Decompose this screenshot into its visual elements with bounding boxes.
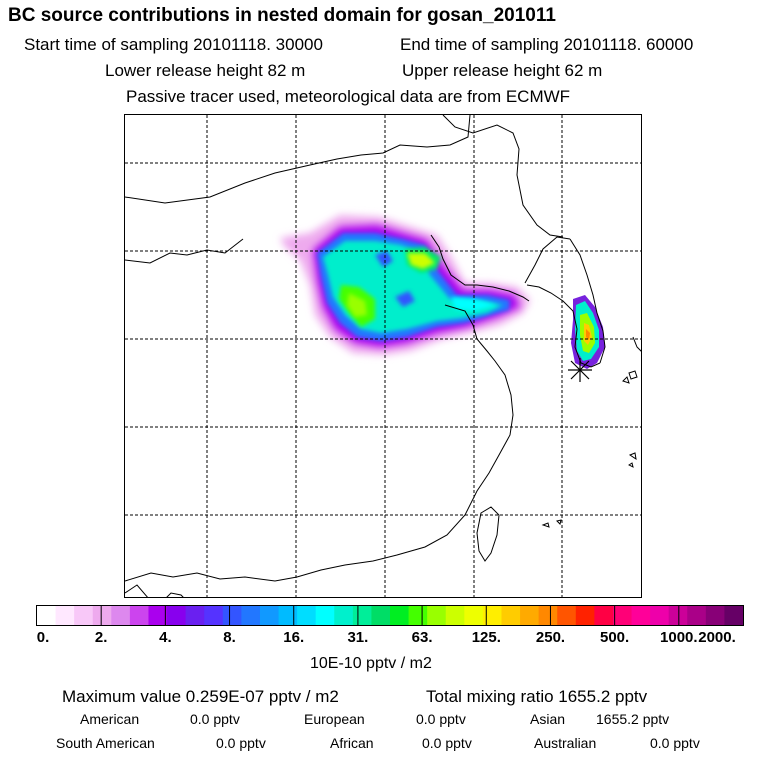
japan-kyushu <box>632 336 641 352</box>
total-mixing-label: Total mixing ratio 1655.2 pptv <box>426 687 648 706</box>
colorbar-swatch <box>631 606 651 625</box>
colorbar-swatch <box>352 606 372 625</box>
colorbar-swatch <box>445 606 465 625</box>
colorbar-swatch <box>55 606 75 625</box>
china-east-coast <box>125 304 514 582</box>
ryukyu-a <box>541 522 550 528</box>
african-label: African <box>330 735 374 751</box>
colorbar-swatch <box>259 606 280 625</box>
hainan <box>166 592 184 597</box>
colorbar-swatch <box>464 606 484 625</box>
colorbar-swatch <box>92 606 112 625</box>
max-value-label: Maximum value 0.259E-07 pptv / m2 <box>62 687 339 706</box>
korea-west-coast <box>526 284 601 368</box>
colorbar-tick-label: 125. <box>471 629 501 646</box>
colorbar-swatch <box>612 606 633 625</box>
upper-release-label: Upper release height 62 m <box>402 61 603 80</box>
concentration-plume-china <box>280 215 530 355</box>
asian-value: 1655.2 pptv <box>596 711 670 727</box>
manchuria-border <box>442 115 564 238</box>
colorbar-tick-label: 1000. <box>660 629 698 646</box>
colorbar-tick-label: 63. <box>411 629 433 646</box>
colorbar-swatch <box>185 606 205 625</box>
european-value: 0.0 pptv <box>416 711 466 727</box>
colorbar-swatch <box>111 606 131 625</box>
colorbar-tick-label: 500. <box>599 629 630 646</box>
colorbar-swatch <box>575 606 595 625</box>
taiwan <box>476 506 500 562</box>
japan-island-a <box>628 370 638 380</box>
start-time-label: Start time of sampling 20101118. 30000 <box>24 35 323 54</box>
colorbar-swatch <box>538 606 558 625</box>
colorbar-tick-label: 4. <box>159 629 172 646</box>
plot-title: BC source contributions in nested domain… <box>8 5 556 26</box>
american-value: 0.0 pptv <box>190 711 240 727</box>
south-border <box>125 584 148 597</box>
colorbar-swatch <box>297 606 317 625</box>
colorbar-swatch <box>241 606 261 625</box>
colorbar-tick-label: 0. <box>36 629 50 646</box>
colorbar-swatch <box>390 606 410 625</box>
colorbar-swatch <box>501 606 521 625</box>
colorbar-tick-label: 250. <box>535 629 566 646</box>
receptor-marker-icon <box>568 358 592 382</box>
west-border <box>125 238 244 264</box>
colorbar-swatch <box>334 606 354 625</box>
colorbar-swatch <box>278 606 298 625</box>
colorbar-tick-label: 16. <box>283 629 305 646</box>
colorbar-tick-label: 2000. <box>698 629 736 646</box>
colorbar-tick-label: 2. <box>94 629 108 646</box>
asian-label: Asian <box>530 711 566 727</box>
ryukyu-b <box>556 519 562 525</box>
european-label: European <box>304 711 365 727</box>
colorbar-swatch <box>724 606 743 625</box>
tracer-note: Passive tracer used, meteorological data… <box>126 87 571 106</box>
japan-island-d <box>628 462 634 468</box>
african-value: 0.0 pptv <box>422 735 472 751</box>
north-korea-border <box>524 236 571 284</box>
north-border <box>125 115 471 204</box>
colorbar-swatch <box>687 606 707 625</box>
coastlines <box>125 115 641 597</box>
american-label: American <box>80 711 140 727</box>
colorbar-swatch <box>482 606 502 625</box>
colorbar-swatch <box>74 606 94 625</box>
korea-east-coast <box>569 238 606 364</box>
australian-label: Australian <box>534 735 597 751</box>
colorbar-svg <box>37 606 743 625</box>
colorbar-swatch <box>408 606 428 625</box>
colorbar-swatch <box>371 606 391 625</box>
australian-value: 0.0 pptv <box>650 735 700 751</box>
colorbar-swatch <box>315 606 335 625</box>
colorbar-tick-label: 31. <box>347 629 369 646</box>
colorbar-swatch <box>705 606 725 625</box>
south-american-value: 0.0 pptv <box>216 735 266 751</box>
colorbar-swatch <box>427 606 447 625</box>
colorbar-swatch <box>668 606 688 625</box>
colorbar-swatch <box>148 606 168 625</box>
colorbar-swatch <box>222 606 242 625</box>
concentration-plume-korea <box>571 295 605 369</box>
colorbar-swatch <box>204 606 224 625</box>
colorbar-unit: 10E-10 pptv / m2 <box>310 655 432 672</box>
bohai-coast <box>430 234 530 302</box>
colorbar-tick-label: 8. <box>223 629 236 646</box>
map-panel <box>124 114 642 598</box>
grid-lines <box>125 115 641 597</box>
colorbar-swatch <box>167 606 187 625</box>
colorbar-swatch <box>37 606 57 625</box>
colorbar-swatch <box>594 606 614 625</box>
lower-release-label: Lower release height 82 m <box>105 61 306 80</box>
colorbar <box>36 605 744 626</box>
colorbar-swatch <box>520 606 540 625</box>
colorbar-swatch <box>557 606 577 625</box>
map-svg <box>125 115 641 597</box>
colorbar-swatch <box>129 606 149 625</box>
japan-island-b <box>622 376 630 384</box>
end-time-label: End time of sampling 20101118. 60000 <box>400 35 694 54</box>
japan-island-c <box>628 452 637 461</box>
south-american-label: South American <box>56 735 155 751</box>
colorbar-swatch <box>650 606 670 625</box>
